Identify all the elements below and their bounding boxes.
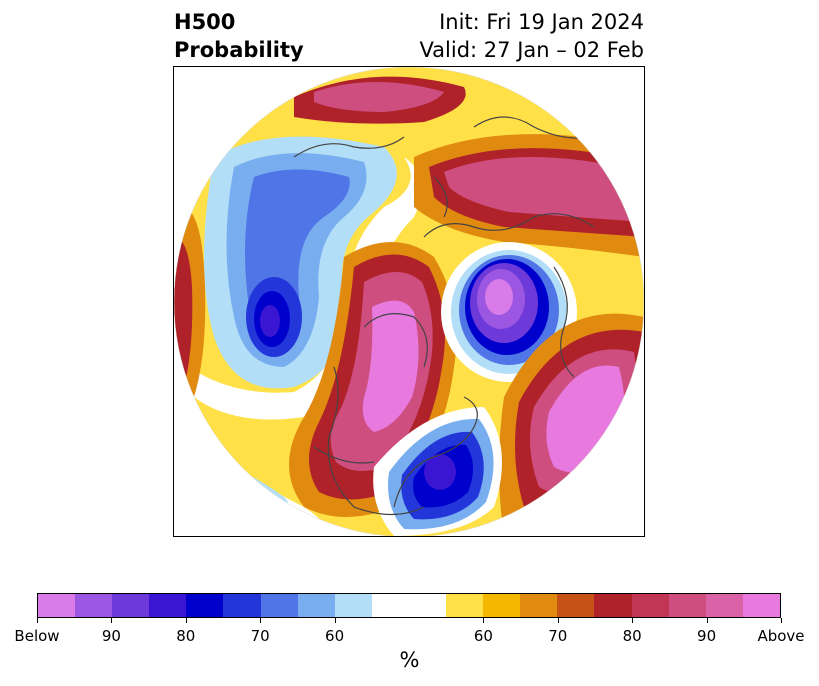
colorbar-segment	[594, 594, 632, 617]
title-right: Init: Fri 19 Jan 2024 Valid: 27 Jan – 02…	[419, 8, 644, 64]
colorbar-tick-label: 70	[250, 627, 270, 645]
colorbar-segment	[149, 594, 187, 617]
colorbar-tick-label: 60	[325, 627, 345, 645]
colorbar-tick	[111, 618, 113, 623]
anomaly-field	[174, 67, 644, 536]
colorbar-segment	[520, 594, 558, 617]
colorbar-segment	[223, 594, 261, 617]
colorbar-tick	[334, 618, 336, 623]
colorbar-segment	[483, 594, 521, 617]
colorbar-segment	[557, 594, 595, 617]
colorbar-segment	[408, 594, 447, 617]
colorbar-segment	[112, 594, 150, 617]
colorbar-tick	[557, 618, 559, 623]
colorbar-segment	[668, 594, 706, 617]
colorbar-tick	[706, 618, 708, 623]
colorbar-tick	[37, 618, 38, 623]
colorbar-unit: %	[399, 648, 420, 672]
colorbar-segment	[186, 594, 224, 617]
polar-map	[173, 66, 645, 537]
colorbar-tick-label: 90	[697, 627, 717, 645]
colorbar-tick	[260, 618, 262, 623]
colorbar-tick-label: Above	[757, 627, 805, 645]
colorbar-tick-label: Below	[14, 627, 60, 645]
colorbar-segment	[297, 594, 335, 617]
map-svg	[174, 67, 644, 536]
coastlines	[293, 116, 595, 516]
valid-range: Valid: 27 Jan – 02 Feb	[419, 38, 644, 62]
colorbar-segment	[38, 594, 76, 617]
colorbar-tick-label: 80	[622, 627, 642, 645]
colorbar-segment	[742, 594, 780, 617]
colorbar-tick	[185, 618, 187, 623]
colorbar-labels: Below 90 80 70 60 60 70 80 90 Above	[0, 627, 819, 647]
colorbar-tick-label: 80	[176, 627, 196, 645]
blue-trough-south	[373, 407, 502, 536]
title-variable: H500	[174, 10, 236, 34]
blue-trough-north	[441, 242, 577, 382]
colorbar-segment	[371, 594, 409, 617]
colorbar-tick-label: 60	[473, 627, 493, 645]
colorbar-tick	[632, 618, 634, 623]
colorbar-segment	[446, 594, 484, 617]
colorbar-tick	[781, 618, 782, 623]
colorbar-segment	[705, 594, 743, 617]
colorbar-tick-label: 70	[548, 627, 568, 645]
colorbar-segment	[75, 594, 113, 617]
colorbar-segment	[334, 594, 372, 617]
colorbar-segment	[260, 594, 298, 617]
colorbar	[37, 593, 781, 618]
init-date: Init: Fri 19 Jan 2024	[439, 10, 644, 34]
blue-lobe-west	[204, 136, 397, 389]
red-arc-north	[294, 76, 466, 124]
colorbar-tick	[483, 618, 485, 623]
colorbar-segment	[631, 594, 669, 617]
title-probability: Probability	[174, 38, 304, 62]
title-left: H500 Probability	[174, 8, 304, 64]
colorbar-tick-label: 90	[101, 627, 121, 645]
